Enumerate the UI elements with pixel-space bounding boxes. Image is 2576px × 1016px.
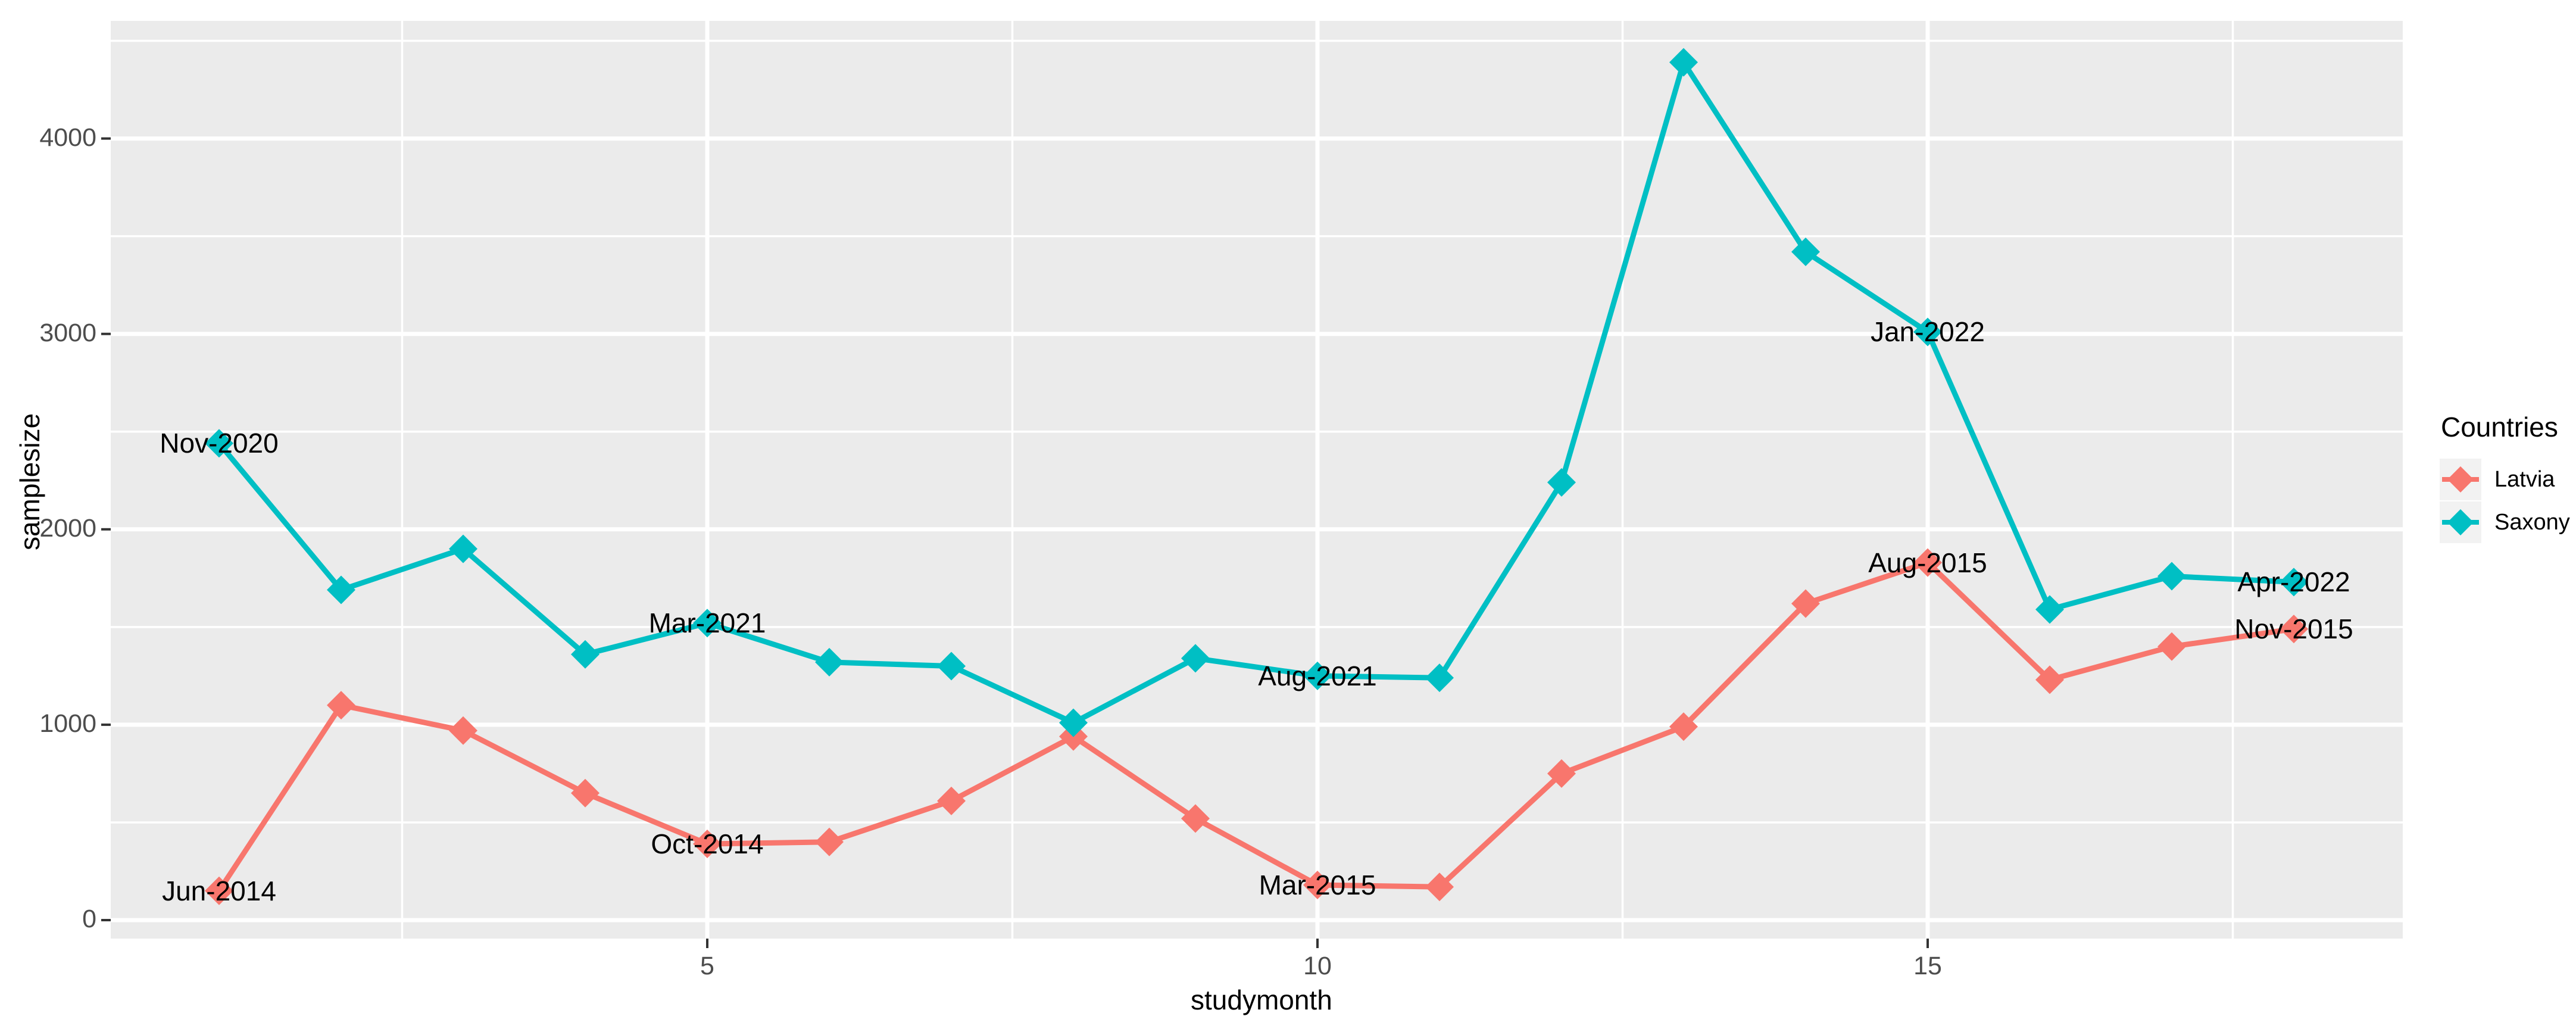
data-point-latvia [1303,870,1332,899]
data-point-latvia [1791,589,1820,618]
data-point-latvia [815,827,844,856]
y-tick-label: 1000 [39,709,96,738]
data-point-latvia [1547,759,1576,788]
saxony-diamond-key-icon [2440,501,2481,543]
data-point-saxony [2157,562,2186,591]
data-point-saxony [1913,317,1942,347]
point-label: Apr-2022 [2237,566,2350,598]
y-tick-label: 0 [82,905,96,933]
data-point-saxony [1303,661,1332,690]
point-label: Mar-2021 [648,607,766,639]
data-point-latvia [1913,548,1942,577]
data-point-saxony [205,429,233,458]
data-point-latvia [2157,632,2186,661]
point-label: Jun-2014 [162,875,276,906]
point-label: Mar-2015 [1259,869,1376,900]
point-label: Aug-2021 [1258,660,1377,691]
data-point-saxony [1791,237,1820,266]
data-point-saxony [2280,568,2308,597]
data-point-saxony [815,647,844,677]
x-tick-label: 10 [1303,952,1332,980]
legend-item-saxony: Saxony [2440,501,2576,543]
data-point-saxony [2035,595,2064,624]
data-point-latvia [327,691,355,720]
y-axis-title: samplesize [14,413,45,551]
x-tick-label: 5 [700,952,714,980]
data-point-latvia [1669,712,1698,741]
data-point-latvia [1425,872,1454,902]
point-label: Aug-2015 [1868,547,1987,578]
legend-label-saxony: Saxony [2494,509,2570,535]
point-label: Nov-2015 [2234,613,2353,645]
data-point-saxony [1425,663,1454,693]
series-line-latvia [217,560,2294,893]
data-point-saxony [1181,644,1210,673]
data-point-latvia [205,876,233,905]
plot-panel [111,21,2403,939]
x-tick-label: 15 [1913,952,1942,980]
data-point-latvia [2035,665,2064,694]
data-point-saxony [1547,468,1576,497]
data-point-saxony [449,534,477,563]
data-point-latvia [937,786,966,815]
data-point-latvia [571,778,599,808]
data-point-saxony [693,609,722,638]
y-tick-label: 4000 [39,123,96,152]
data-point-latvia [693,830,722,859]
data-point-saxony [1059,708,1088,737]
data-point-latvia [1181,804,1210,833]
legend-item-latvia: Latvia [2440,459,2576,500]
data-point-saxony [571,640,599,669]
data-point-latvia [2280,615,2308,644]
data-point-saxony [1669,48,1698,77]
legend-label-latvia: Latvia [2494,466,2555,492]
point-label: Jan-2022 [1871,316,1985,348]
data-point-saxony [937,652,966,681]
x-axis-title: studymonth [1191,984,1332,1015]
legend: Countries Latvia Saxony [2440,411,2576,544]
y-tick-label: 2000 [39,513,96,543]
data-point-saxony [327,575,355,604]
point-label: Nov-2020 [160,428,279,459]
point-label: Oct-2014 [651,828,764,860]
y-tick-label: 3000 [39,318,96,347]
series-line-saxony [217,60,2294,726]
data-point-latvia [449,716,477,745]
latvia-diamond-key-icon [2440,459,2481,500]
legend-title: Countries [2441,412,2558,442]
